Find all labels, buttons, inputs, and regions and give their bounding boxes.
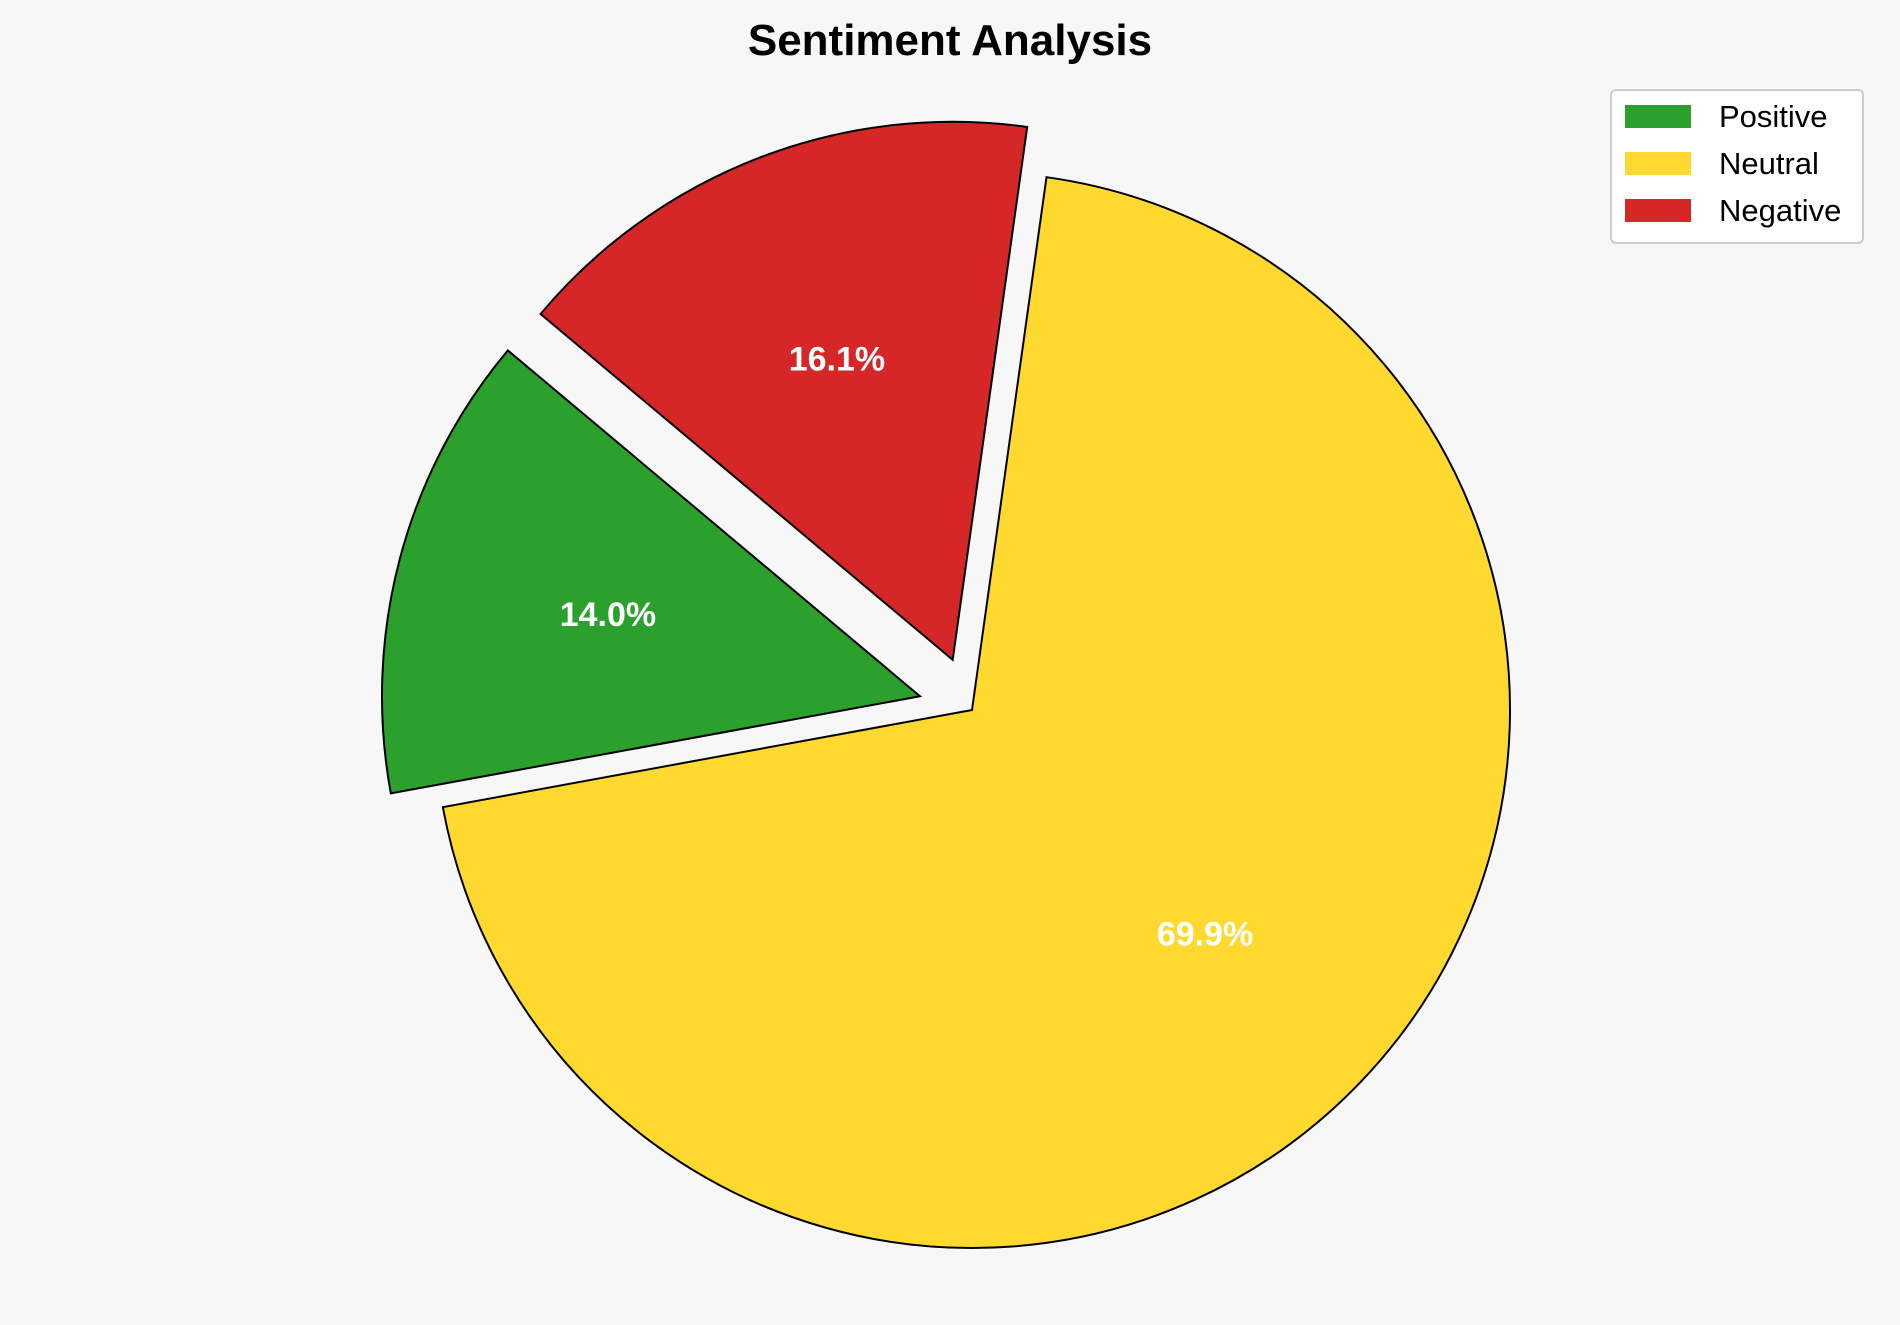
pie-slice-positive xyxy=(380,349,923,795)
legend: Positive Neutral Negative xyxy=(1610,89,1864,244)
legend-swatch-positive xyxy=(1625,105,1691,128)
legend-label-neutral: Neutral xyxy=(1719,146,1819,181)
pie-slice-neutral xyxy=(441,176,1511,1249)
legend-swatch-negative xyxy=(1625,199,1691,222)
pie-slice-negative xyxy=(539,120,1029,662)
pct-label-neutral: 69.9% xyxy=(1157,915,1253,953)
legend-label-negative: Negative xyxy=(1719,193,1841,228)
legend-swatch-neutral xyxy=(1625,152,1691,175)
chart-title: Sentiment Analysis xyxy=(748,16,1152,65)
legend-label-positive: Positive xyxy=(1719,99,1828,134)
pct-label-negative: 16.1% xyxy=(789,340,885,378)
pct-label-positive: 14.0% xyxy=(560,596,656,634)
